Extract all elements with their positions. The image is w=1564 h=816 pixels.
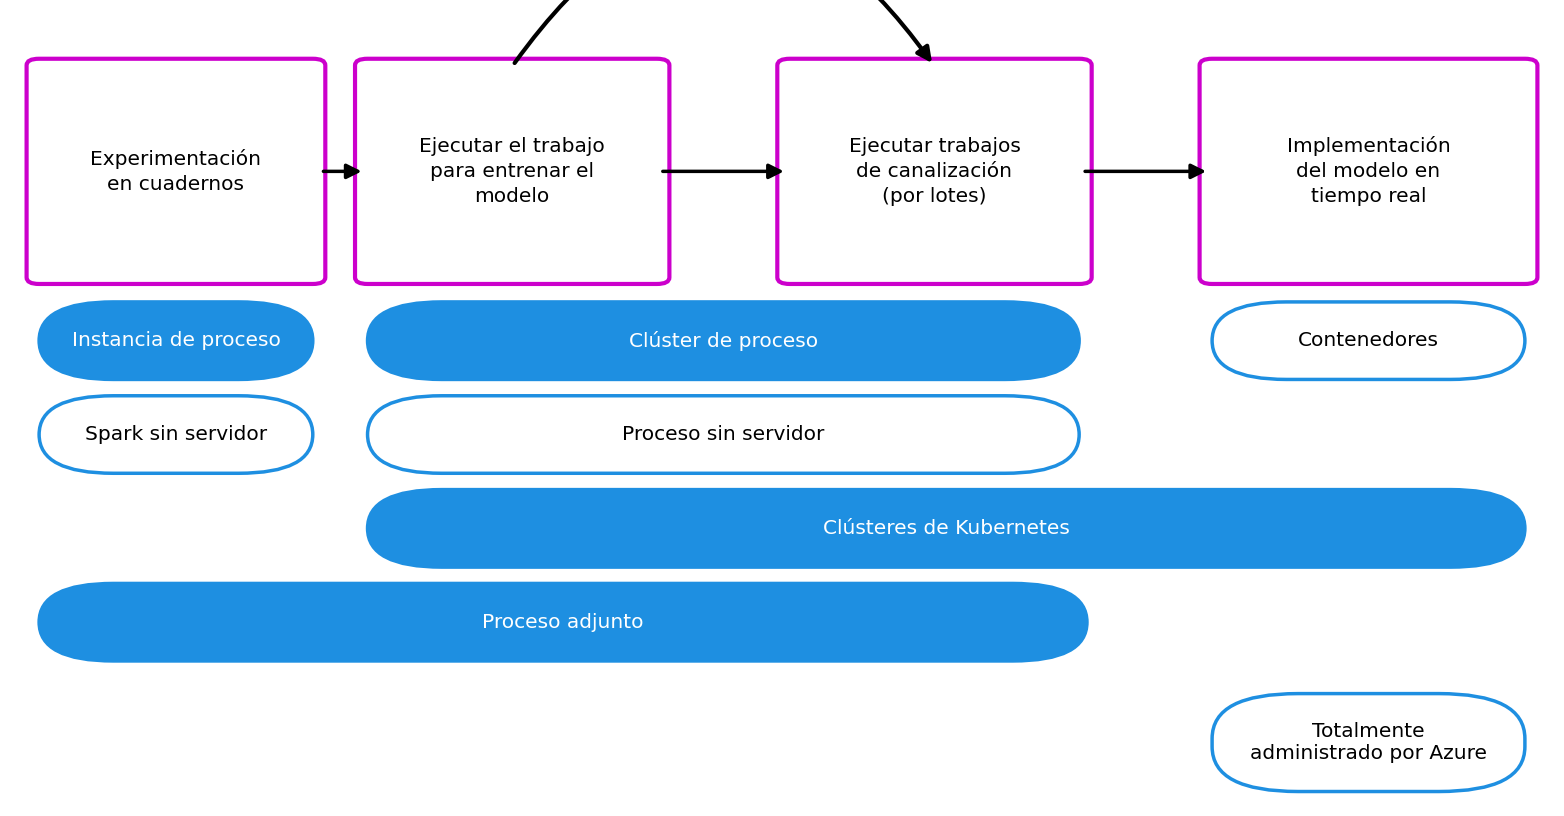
FancyBboxPatch shape (1200, 59, 1537, 284)
FancyBboxPatch shape (777, 59, 1092, 284)
FancyBboxPatch shape (1212, 694, 1525, 792)
FancyBboxPatch shape (355, 59, 669, 284)
FancyBboxPatch shape (39, 302, 313, 379)
FancyBboxPatch shape (368, 302, 1079, 379)
FancyBboxPatch shape (39, 583, 1087, 661)
FancyBboxPatch shape (368, 490, 1525, 567)
Text: Ejecutar trabajos
de canalización
(por lotes): Ejecutar trabajos de canalización (por l… (849, 137, 1020, 206)
Text: Contenedores: Contenedores (1298, 331, 1439, 350)
FancyBboxPatch shape (39, 396, 313, 473)
Text: Implementación
del modelo en
tiempo real: Implementación del modelo en tiempo real (1287, 136, 1450, 206)
Text: Spark sin servidor: Spark sin servidor (84, 425, 267, 444)
Text: Totalmente
administrado por Azure: Totalmente administrado por Azure (1250, 722, 1487, 763)
FancyBboxPatch shape (27, 59, 325, 284)
Text: Instancia de proceso: Instancia de proceso (72, 331, 280, 350)
FancyBboxPatch shape (368, 396, 1079, 473)
Text: Clúster de proceso: Clúster de proceso (629, 330, 818, 351)
Text: Proceso adjunto: Proceso adjunto (482, 613, 644, 632)
Text: Proceso sin servidor: Proceso sin servidor (622, 425, 824, 444)
Text: Clústeres de Kubernetes: Clústeres de Kubernetes (823, 519, 1070, 538)
FancyArrowPatch shape (515, 0, 929, 63)
Text: Experimentación
en cuadernos: Experimentación en cuadernos (91, 149, 261, 194)
FancyBboxPatch shape (1212, 302, 1525, 379)
Text: Ejecutar el trabajo
para entrenar el
modelo: Ejecutar el trabajo para entrenar el mod… (419, 137, 605, 206)
